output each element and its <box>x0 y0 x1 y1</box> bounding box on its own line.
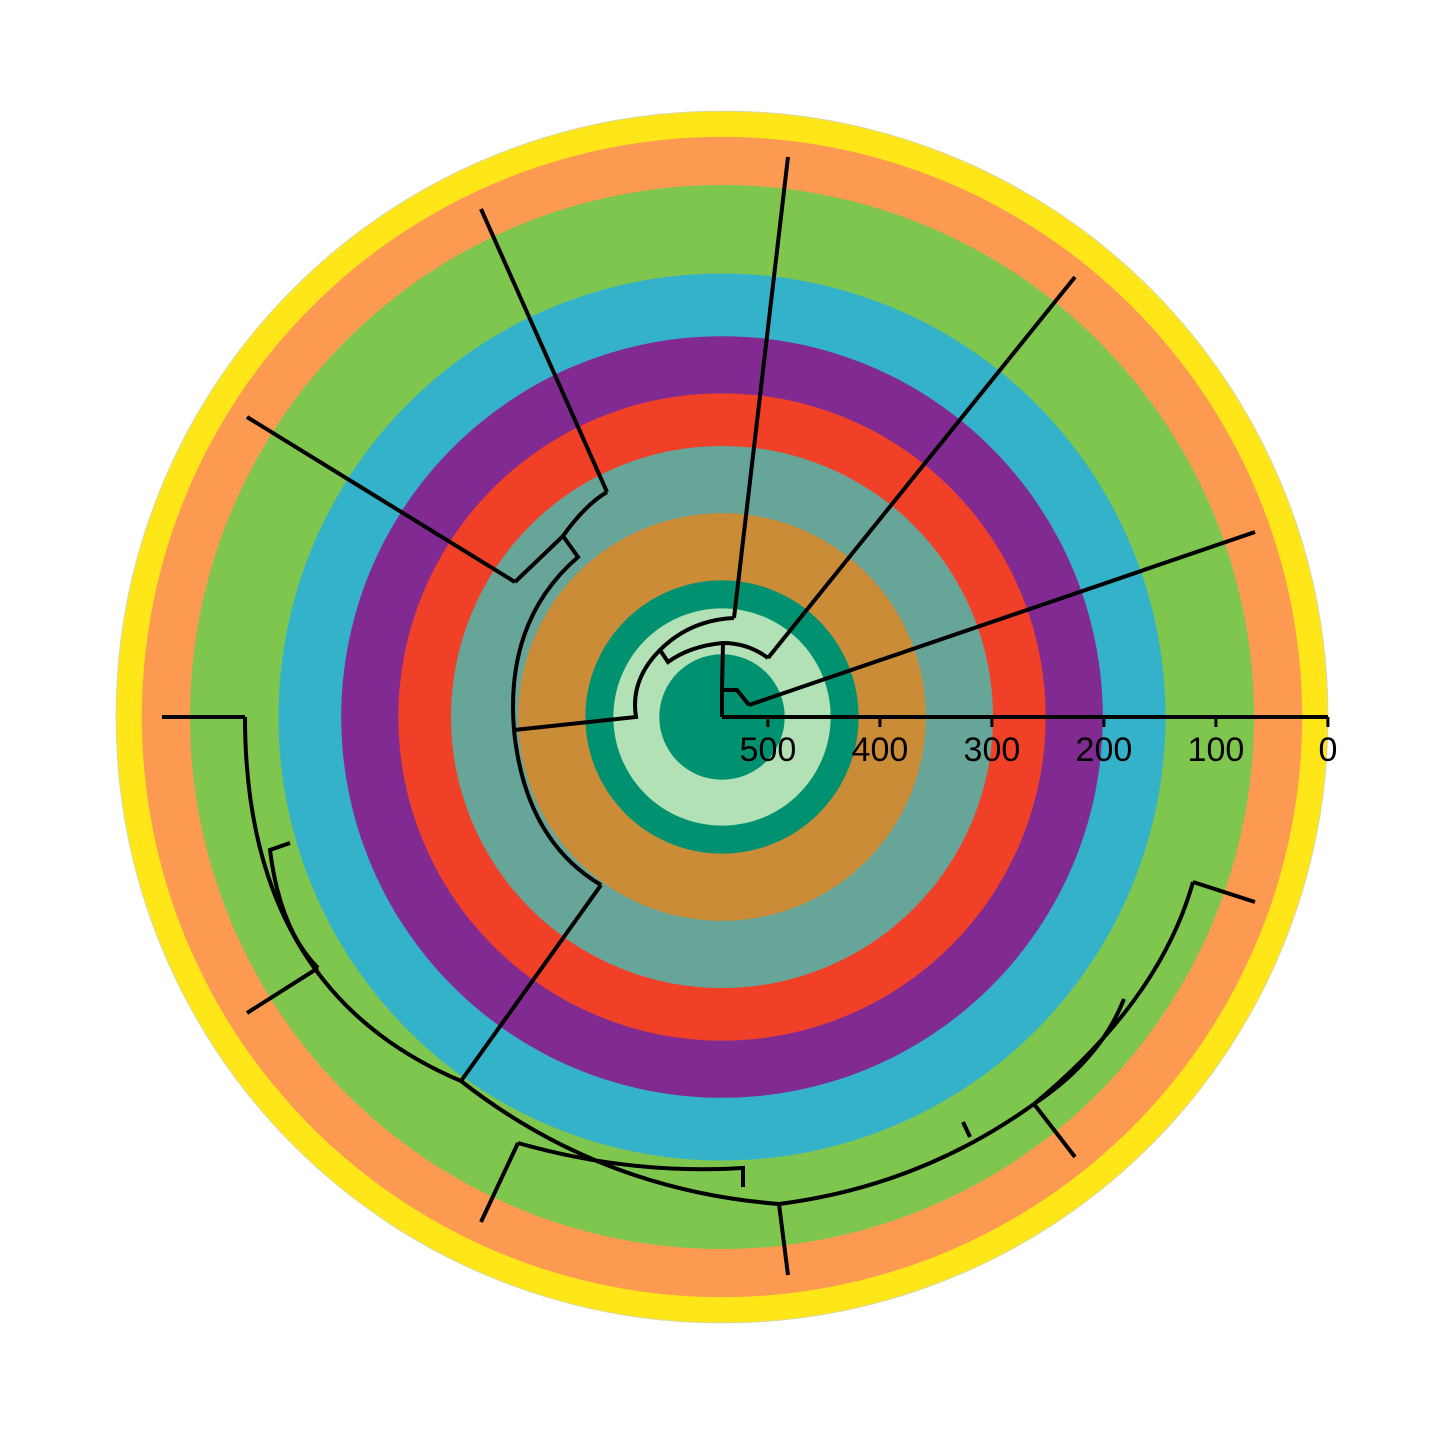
axis-tick-label: 500 <box>740 731 797 769</box>
axis-tick-label: 100 <box>1188 731 1245 769</box>
tree-node-arc <box>513 648 662 732</box>
axis-tick-label: 200 <box>1076 731 1133 769</box>
tree-node-arc <box>517 1141 745 1187</box>
tree-node-arc <box>720 640 770 691</box>
tree-node-arc <box>267 841 320 970</box>
tree-branch <box>479 208 609 493</box>
tree-node-arc <box>561 490 609 538</box>
tree-node-arc <box>720 688 751 717</box>
tree-branch <box>732 156 790 619</box>
tree-node-arc <box>512 729 603 887</box>
tree-node-arc <box>961 1121 972 1138</box>
tree-node-arc <box>459 1079 780 1206</box>
time-axis: 500 400 300 200 100 0 <box>740 715 1337 769</box>
tree-branch <box>245 966 320 1015</box>
tree-branch <box>1192 880 1256 904</box>
axis-tick-label: 300 <box>964 731 1021 769</box>
axis-tick-label: 0 <box>1318 731 1337 769</box>
tree-branch <box>245 415 517 584</box>
tree-branch <box>479 1142 520 1223</box>
tree-branch <box>748 530 1256 707</box>
axis-tick-label: 400 <box>852 731 909 769</box>
tree-node-arc <box>778 1102 1036 1206</box>
tree-node-arc <box>1032 998 1126 1106</box>
tree-branch <box>1032 1102 1077 1159</box>
tree-branch <box>766 275 1077 660</box>
tree-node-arc <box>511 532 581 731</box>
tree-branch <box>459 883 603 1083</box>
phylogeny-tree <box>162 156 1286 1276</box>
tree-node-arc <box>1032 881 1195 1106</box>
tree-node-arc <box>657 616 735 665</box>
tree-branch <box>777 1203 790 1276</box>
